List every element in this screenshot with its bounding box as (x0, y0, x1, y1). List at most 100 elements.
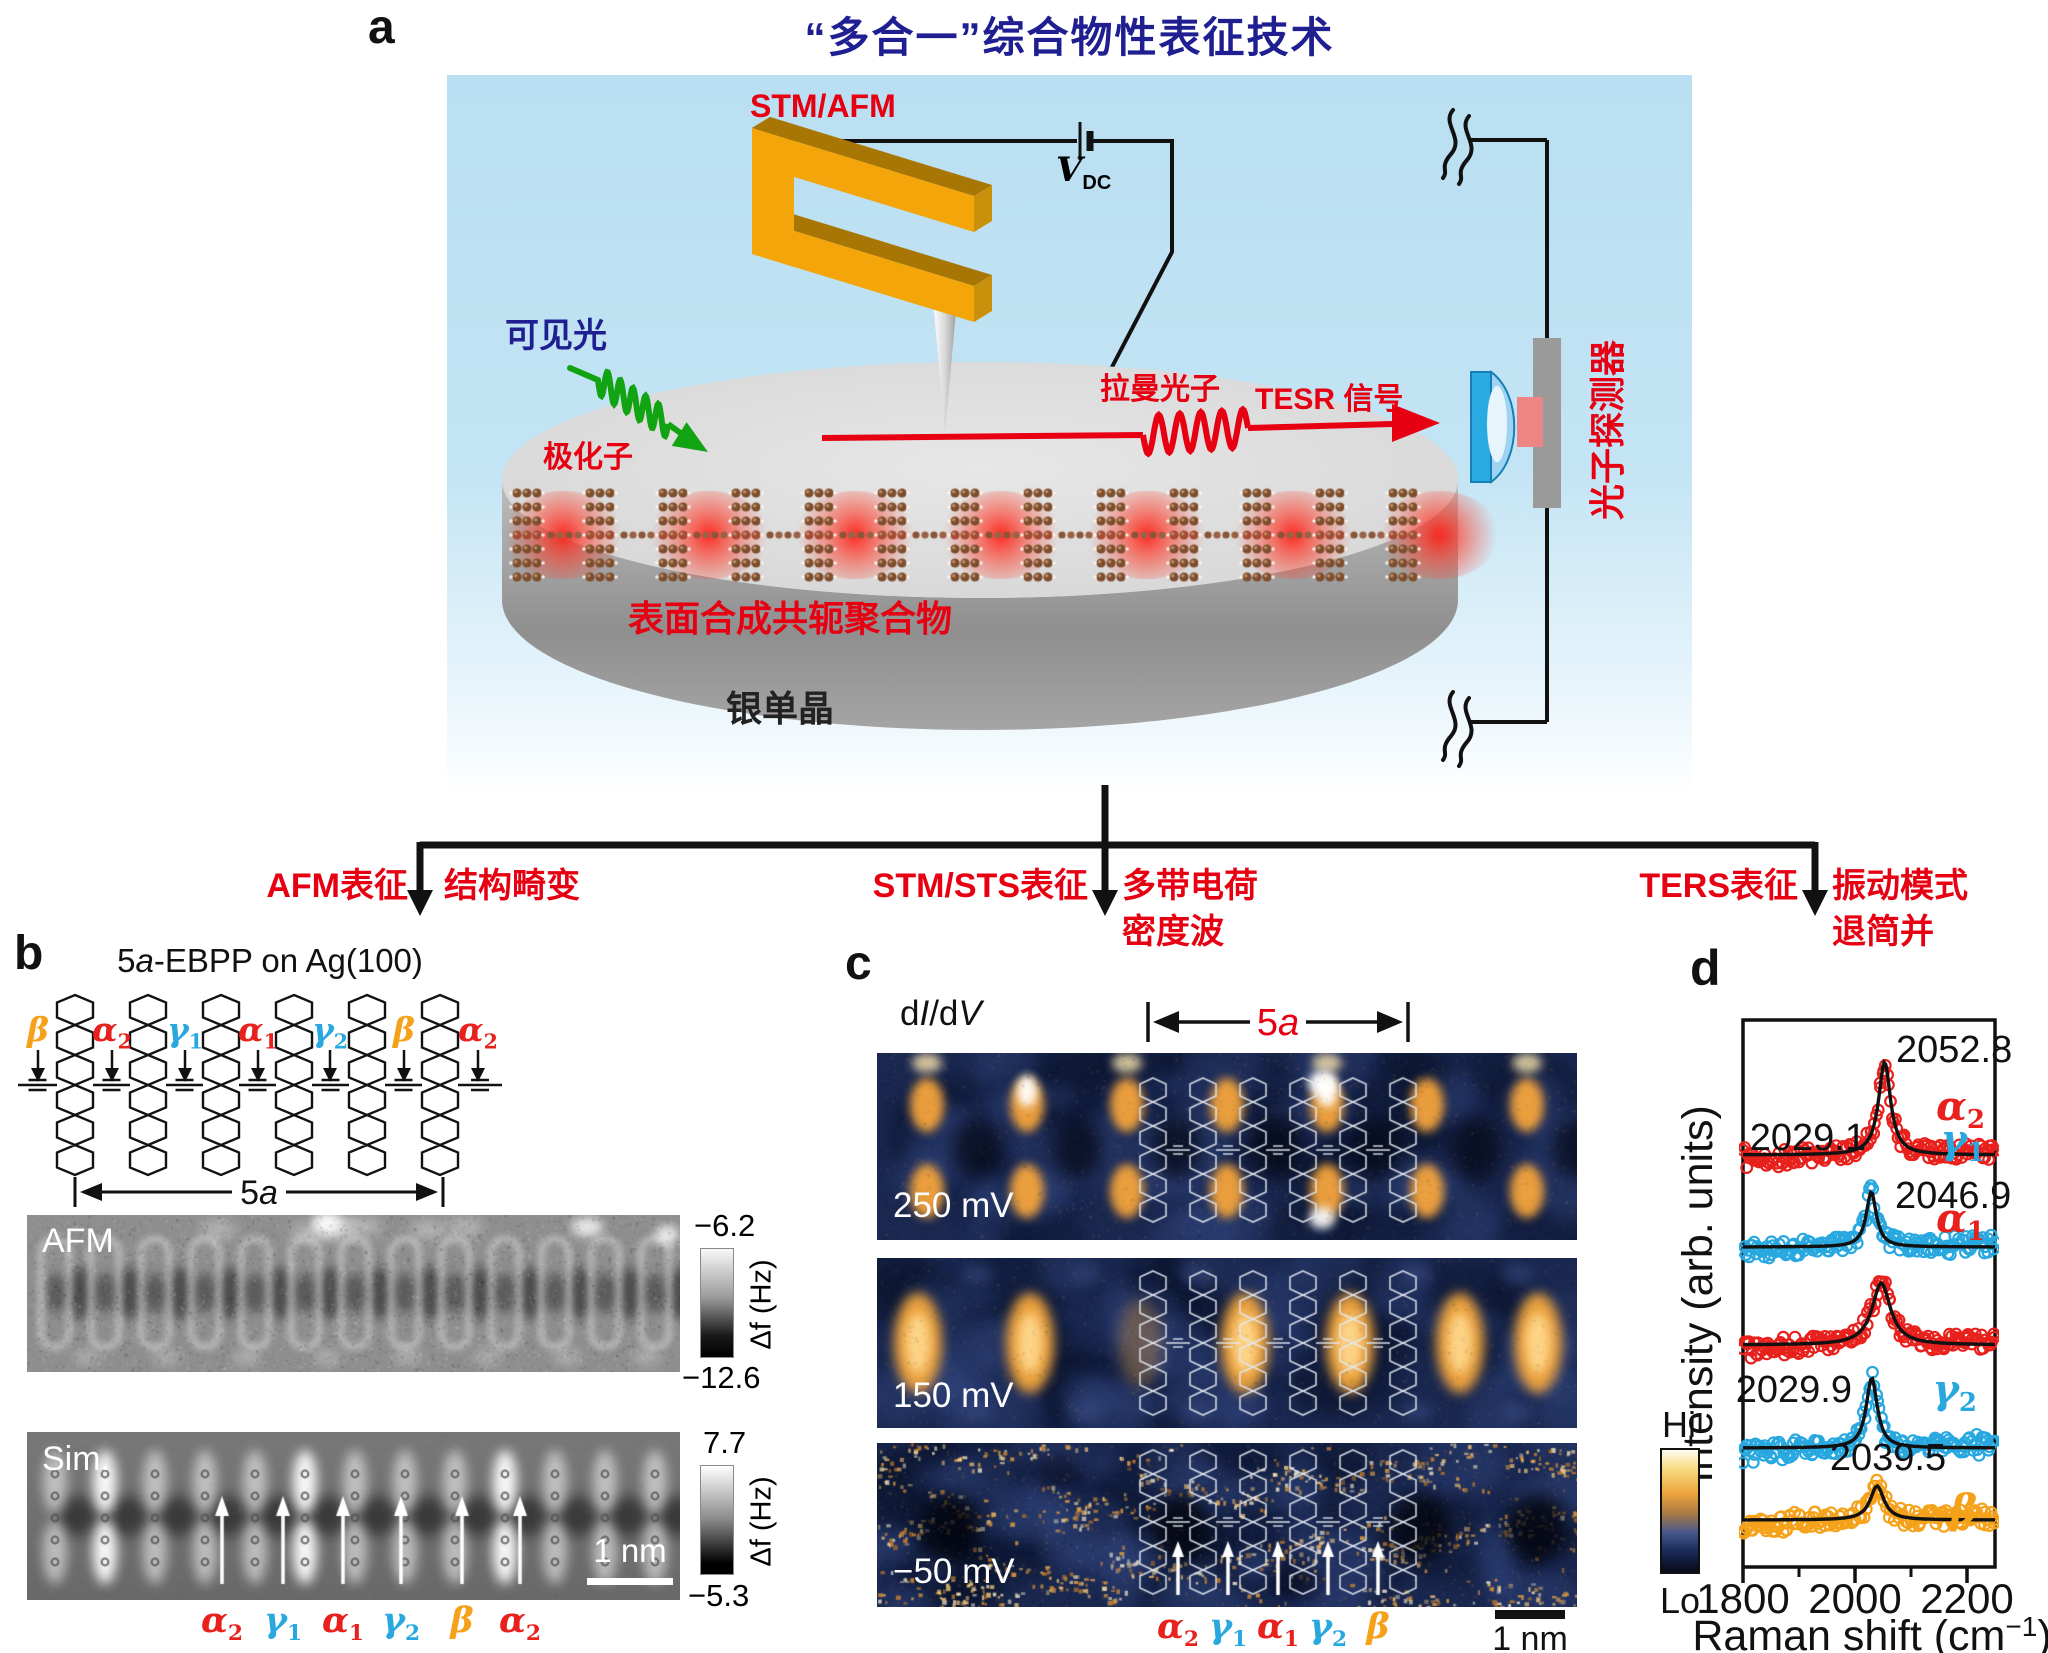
sim-arrow-label: γ1 (263, 1600, 303, 1646)
afm-simulation-image (27, 1432, 680, 1600)
sts-colorbar-lo: Lo (1660, 1580, 1701, 1621)
bond-label: β (393, 1010, 415, 1049)
substrate-label: 银单晶 (725, 688, 834, 729)
c-arrow-label: α1 (1256, 1606, 1300, 1652)
polymer-chain-illustration (447, 75, 1692, 787)
panel-a-label: a (368, 1, 395, 54)
afm-image (27, 1215, 680, 1372)
sim-arrow-label: γ2 (381, 1600, 421, 1646)
lorentzian-fit (1743, 1281, 1995, 1347)
x-axis-title: Raman shift (cm−1) (1692, 1611, 2048, 1653)
raman-photon-label: 拉曼光子 (1100, 373, 1220, 406)
series-name-label: β (1948, 1486, 1977, 1533)
bond-label: α2 (92, 1010, 132, 1054)
panel-b-title: 5a-EBPP on Ag(100) (85, 942, 455, 980)
peak-value-label: 2046.9 (1895, 1175, 2011, 1217)
sim-arrow-label: α1 (321, 1600, 365, 1646)
x-tick-label: 2000 (1808, 1575, 1901, 1622)
panel-a-title: “多合一”综合物性表征技术 (804, 14, 1335, 61)
bond-label: γ2 (311, 1010, 349, 1054)
svg-text:5a: 5a (240, 1174, 278, 1212)
sts-colorbar-hi: Hi (1662, 1404, 1696, 1445)
polaron-label: 极化子 (543, 441, 633, 474)
peak-value-label: 2052.8 (1896, 1029, 2012, 1071)
branch-arrows (407, 785, 1828, 916)
bias-150mv: 150 mV (893, 1376, 1014, 1415)
c-scalebar (1495, 1610, 1565, 1619)
b-title-rest: -EBPP on Ag(100) (153, 942, 423, 979)
c-arrow-label: γ2 (1308, 1606, 1348, 1652)
c-arrow-label: α2 (1156, 1606, 1200, 1652)
bond-label: γ1 (166, 1010, 204, 1054)
afm-image-label: AFM (42, 1222, 114, 1260)
bond-label: α2 (458, 1010, 498, 1054)
series-name-label: γ1 (1941, 1116, 1986, 1168)
series-name-label: α1 (1936, 1195, 1985, 1247)
b-title-a: a (135, 942, 154, 979)
bias-250mv: 250 mV (893, 1186, 1014, 1225)
sts-map-250mv (877, 1053, 1577, 1240)
svg-text:5a: 5a (1257, 1002, 1299, 1044)
panel-b-label: b (14, 927, 44, 980)
raman-spectrum-series (1739, 1275, 1999, 1365)
bias-sub: DC (1082, 171, 1112, 194)
branch-outcome: 结构畸变 (444, 867, 580, 905)
branch-technique: STM/STS表征 (872, 867, 1088, 905)
afm-colorbar-unit: Δf (Hz) (745, 1259, 778, 1350)
lorentzian-fit (1743, 1375, 1995, 1450)
bias-voltage-label: VDC (1056, 150, 1111, 195)
branch-technique: TERS表征 (1639, 867, 1798, 905)
sim-colorbar-max: 7.7 (703, 1425, 747, 1460)
afm-colorbar (700, 1248, 734, 1358)
peak-value-label: 2029.9 (1736, 1369, 1852, 1411)
sim-colorbar (700, 1465, 734, 1575)
x-tick-label: 2200 (1920, 1575, 2013, 1622)
x-tick-label: 1800 (1696, 1575, 1789, 1622)
sts-colorbar (1660, 1448, 1700, 1574)
visible-light-label: 可见光 (505, 317, 607, 355)
didv-label: dI/dV (900, 994, 982, 1034)
y-axis-title: Intensity (arb. units) (1674, 1105, 1722, 1483)
branch-outcome: 密度波 (1122, 913, 1224, 951)
sim-scalebar (587, 1578, 673, 1585)
sim-colorbar-unit: Δf (Hz) (745, 1476, 778, 1567)
c-arrow-label: γ1 (1208, 1606, 1248, 1652)
sts-map-150mv (877, 1258, 1577, 1428)
tesr-signal-label: TESR 信号 (1255, 383, 1404, 416)
branch-outcome: 振动模式 (1832, 867, 1968, 905)
sts-map-neg50mv (877, 1443, 1577, 1607)
raman-spectrum-series (1739, 1179, 1999, 1265)
c-scalebar-text: 1 nm (1492, 1620, 1568, 1653)
polymer-label: 表面合成共轭聚合物 (627, 598, 952, 639)
raman-spectrum-series (1739, 1473, 1999, 1540)
afm-colorbar-min: −12.6 (682, 1360, 761, 1395)
didv-d2: /d (929, 994, 959, 1033)
branch-outcome: 多带电荷 (1122, 867, 1258, 905)
sim-arrow-label: β (450, 1600, 474, 1641)
lorentzian-fit (1742, 1058, 1995, 1157)
lorentzian-fit (1743, 1189, 1995, 1249)
chemical-structure (18, 993, 502, 1177)
bond-label: α1 (238, 1010, 278, 1054)
sim-scalebar-text: 1 nm (593, 1532, 667, 1569)
afm-colorbar-max: −6.2 (694, 1208, 756, 1243)
series-name-label: γ2 (1933, 1366, 1978, 1418)
photon-detector-label: 光子探测器 (1587, 340, 1628, 521)
unit-cell-span-b: 5a (73, 1174, 445, 1212)
raman-spectrum-series (1739, 1058, 1999, 1174)
b-title-num: 5 (117, 942, 136, 979)
panel-c-label: c (845, 937, 872, 990)
sim-image-label: Sim. (42, 1440, 110, 1478)
sim-arrow-label: α2 (200, 1600, 244, 1646)
peak-value-label: 2029.1 (1750, 1117, 1866, 1159)
bond-label: β (27, 1010, 49, 1049)
probe-label: STM/AFM (750, 88, 896, 124)
peak-value-label: 2039.5 (1830, 1437, 1946, 1479)
didv-i: I (919, 994, 930, 1033)
series-name-label: α2 (1936, 1083, 1985, 1135)
didv-v: V (958, 994, 982, 1033)
lorentzian-fit (1743, 1483, 1995, 1522)
raman-spectrum-series (1739, 1365, 1999, 1470)
